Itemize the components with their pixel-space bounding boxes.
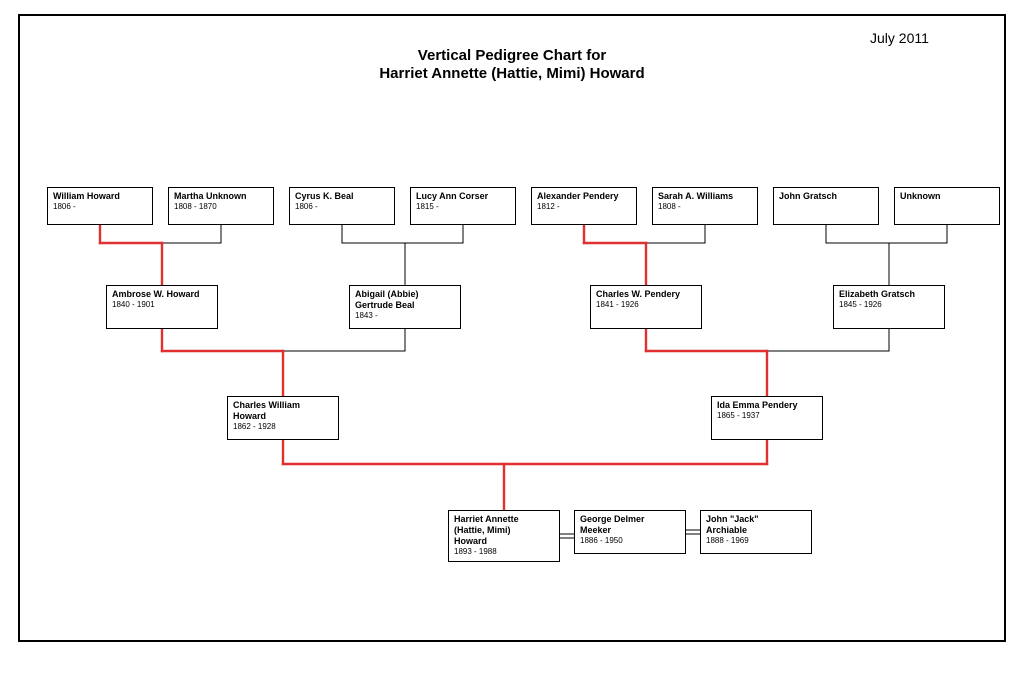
person-box: Ida Emma Pendery1865 - 1937 xyxy=(711,396,823,440)
person-name: Unknown xyxy=(900,191,994,202)
person-box: Alexander Pendery1812 - xyxy=(531,187,637,225)
person-name: William Howard xyxy=(53,191,147,202)
chart-date: July 2011 xyxy=(870,30,929,46)
person-name: Charles William Howard xyxy=(233,400,333,422)
person-box: John "Jack" Archiable1888 - 1969 xyxy=(700,510,812,554)
title-line-1: Vertical Pedigree Chart for xyxy=(418,47,606,64)
person-dates: 1845 - 1926 xyxy=(839,300,939,310)
person-dates: 1815 - xyxy=(416,202,510,212)
person-name: Ambrose W. Howard xyxy=(112,289,212,300)
person-dates: 1806 - xyxy=(295,202,389,212)
person-dates: 1812 - xyxy=(537,202,631,212)
person-dates: 1886 - 1950 xyxy=(580,536,680,546)
person-box: Abigail (Abbie) Gertrude Beal1843 - xyxy=(349,285,461,329)
person-dates: 1888 - 1969 xyxy=(706,536,806,546)
person-box: Cyrus K. Beal1806 - xyxy=(289,187,395,225)
person-name: Alexander Pendery xyxy=(537,191,631,202)
person-dates: 1862 - 1928 xyxy=(233,422,333,432)
person-name: Sarah A. Williams xyxy=(658,191,752,202)
person-name: Lucy Ann Corser xyxy=(416,191,510,202)
person-name: John "Jack" Archiable xyxy=(706,514,806,536)
person-name: Abigail (Abbie) Gertrude Beal xyxy=(355,289,455,311)
person-dates: 1808 - 1870 xyxy=(174,202,268,212)
title-line-2: Harriet Annette (Hattie, Mimi) Howard xyxy=(379,65,644,82)
person-dates: 1840 - 1901 xyxy=(112,300,212,310)
person-box: William Howard1806 - xyxy=(47,187,153,225)
chart-title: Vertical Pedigree Chart for Harriet Anne… xyxy=(312,47,712,83)
person-dates: 1893 - 1988 xyxy=(454,547,554,557)
person-box: Martha Unknown1808 - 1870 xyxy=(168,187,274,225)
person-dates: 1841 - 1926 xyxy=(596,300,696,310)
person-dates: 1808 - xyxy=(658,202,752,212)
person-box: John Gratsch xyxy=(773,187,879,225)
person-name: Martha Unknown xyxy=(174,191,268,202)
person-name: Charles W. Pendery xyxy=(596,289,696,300)
person-name: Cyrus K. Beal xyxy=(295,191,389,202)
person-box: Unknown xyxy=(894,187,1000,225)
person-box: Lucy Ann Corser1815 - xyxy=(410,187,516,225)
person-name: Elizabeth Gratsch xyxy=(839,289,939,300)
person-box: Ambrose W. Howard1840 - 1901 xyxy=(106,285,218,329)
person-box: Sarah A. Williams1808 - xyxy=(652,187,758,225)
person-name: John Gratsch xyxy=(779,191,873,202)
person-box: Harriet Annette (Hattie, Mimi) Howard189… xyxy=(448,510,560,562)
person-dates: 1806 - xyxy=(53,202,147,212)
person-name: Ida Emma Pendery xyxy=(717,400,817,411)
person-dates: 1843 - xyxy=(355,311,455,321)
person-dates: 1865 - 1937 xyxy=(717,411,817,421)
person-box: Elizabeth Gratsch1845 - 1926 xyxy=(833,285,945,329)
person-box: Charles William Howard1862 - 1928 xyxy=(227,396,339,440)
pedigree-chart: July 2011 Vertical Pedigree Chart for Ha… xyxy=(0,0,1024,677)
person-box: Charles W. Pendery1841 - 1926 xyxy=(590,285,702,329)
person-box: George Delmer Meeker1886 - 1950 xyxy=(574,510,686,554)
person-name: Harriet Annette (Hattie, Mimi) Howard xyxy=(454,514,554,547)
person-name: George Delmer Meeker xyxy=(580,514,680,536)
